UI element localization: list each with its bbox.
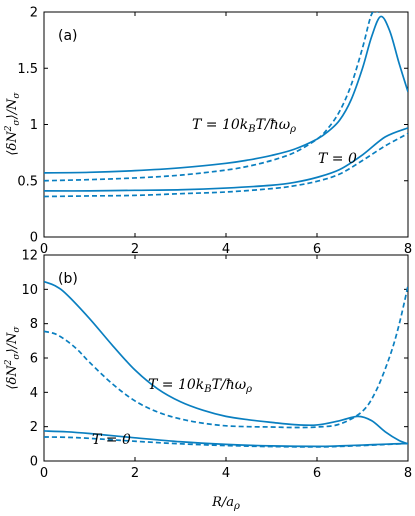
panel-a-ytick-label-1: 0.5 bbox=[17, 174, 38, 189]
panel-b-label: (b) bbox=[58, 271, 78, 287]
panel-b-series bbox=[44, 280, 408, 448]
panel-b-ticks: 0 2 4 6 8 0 2 4 6 8 10 12 bbox=[21, 249, 412, 482]
panel-b-ytick-label-5: 10 bbox=[21, 283, 38, 298]
panel-b-ytick-label-2: 4 bbox=[30, 386, 38, 401]
panel-a-label: (a) bbox=[58, 28, 78, 44]
panel-b-ytick-label-6: 12 bbox=[21, 249, 38, 264]
panel-b-xtick-label-4: 8 bbox=[404, 466, 412, 481]
panel-b-xlabel: R/aρ bbox=[211, 495, 240, 512]
panel-b-series-3-dashed bbox=[44, 436, 408, 448]
panel-b-series-0-solid bbox=[44, 280, 408, 445]
panel-b-ytick-label-4: 8 bbox=[30, 317, 38, 332]
panel-a-ticks: 0 2 4 6 8 0 0.5 1 1.5 2 bbox=[17, 6, 412, 258]
panel-a-ylabel: ⟨δN2σ⟩/Nσ bbox=[4, 92, 22, 156]
panel-b-ytick-label-0: 0 bbox=[30, 455, 38, 470]
panel-b: 0 2 4 6 8 0 2 4 6 8 10 12 (b) T = 10kBT/ħωρ T = 0 ⟨… bbox=[4, 249, 412, 513]
panel-a-series-2-solid bbox=[44, 127, 408, 192]
panel-b-xtick-label-2: 4 bbox=[222, 466, 230, 481]
panel-b-ylabel: ⟨δN2σ⟩/Nσ bbox=[4, 326, 22, 390]
panel-a-xtick-label-0: 0 bbox=[40, 242, 48, 257]
panel-b-axes-frame bbox=[43, 254, 409, 462]
panel-b-annotation-hot: T = 10kBT/ħωρ bbox=[148, 377, 252, 395]
panel-a-ytick-label-2: 1 bbox=[30, 118, 38, 133]
panel-b-xtick-label-0: 0 bbox=[40, 466, 48, 481]
panel-a-xtick-label-3: 6 bbox=[313, 242, 321, 257]
panel-b-ytick-label-1: 2 bbox=[30, 420, 38, 435]
panel-a-xtick-label-2: 4 bbox=[222, 242, 230, 257]
panel-a-xtick-label-1: 2 bbox=[131, 242, 139, 257]
panel-a-annotation-zero: T = 0 bbox=[318, 151, 357, 167]
panel-a-ytick-label-3: 1.5 bbox=[17, 62, 38, 77]
panel-a-series-1-dashed bbox=[44, 12, 379, 182]
panel-b-xtick-label-1: 2 bbox=[131, 466, 139, 481]
panel-b-series-1-dashed bbox=[44, 285, 408, 429]
panel-a-ytick-label-0: 0 bbox=[30, 231, 38, 246]
panel-b-annotation-zero: T = 0 bbox=[92, 432, 131, 448]
panel-b-ytick-label-3: 6 bbox=[30, 352, 38, 367]
panel-a-annotation-hot: T = 10kBT/ħωρ bbox=[192, 117, 296, 135]
panel-a: 0 2 4 6 8 0 0.5 1 1.5 2 (a) T = 10kBT/ħωρ T = 0 ⟨… bbox=[4, 6, 412, 258]
panel-a-series bbox=[44, 12, 408, 198]
panel-a-xtick-label-4: 8 bbox=[404, 242, 412, 257]
panel-b-xtick-label-3: 6 bbox=[313, 466, 321, 481]
panel-a-ytick-label-4: 2 bbox=[30, 6, 38, 21]
panel-a-series-0-solid bbox=[44, 15, 408, 174]
panel-a-series-3-dashed bbox=[44, 132, 408, 198]
